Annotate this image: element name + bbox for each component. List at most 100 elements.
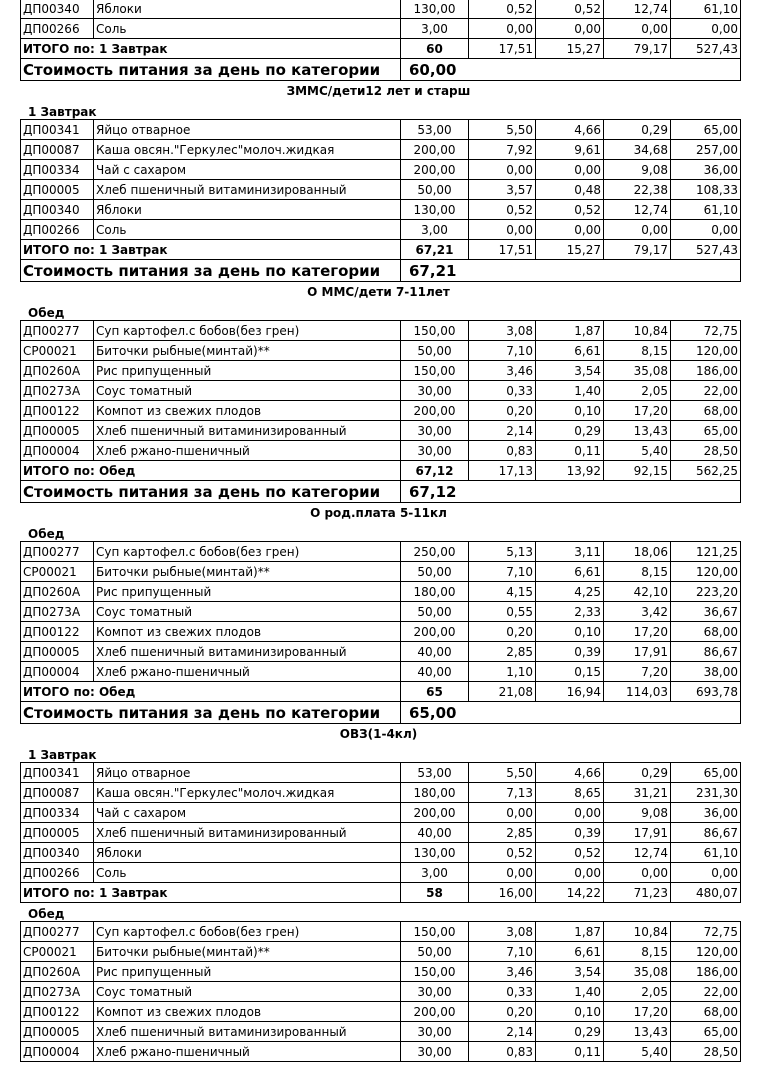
item-name: Хлеб ржано-пшеничный (93, 440, 401, 461)
item-carbs: 0,00 (603, 18, 671, 39)
item-fat: 0,00 (535, 159, 604, 180)
item-fat: 0,00 (535, 802, 604, 823)
item-code: ДП00277 (20, 320, 94, 341)
item-name: Компот из свежих плодов (93, 621, 401, 642)
total-protein: 17,51 (468, 239, 536, 260)
item-carbs: 8,15 (603, 340, 671, 361)
item-code: ДП00340 (20, 0, 94, 19)
item-quantity: 53,00 (400, 762, 469, 783)
item-code: ДП00341 (20, 119, 94, 140)
item-protein: 0,33 (468, 380, 536, 401)
item-protein: 2,14 (468, 420, 536, 441)
table-row: ДП00004 Хлеб ржано-пшеничный 40,00 1,10 0,15… (20, 661, 741, 682)
item-name: Каша овсян."Геркулес"молоч.жидкая (93, 782, 401, 803)
item-quantity: 150,00 (400, 320, 469, 341)
item-calories: 0,00 (670, 862, 741, 883)
table-row: ДП00334 Чай с сахаром 200,00 0,00 0,00 9,08 36… (20, 802, 741, 823)
item-protein: 3,57 (468, 179, 536, 200)
item-quantity: 200,00 (400, 621, 469, 642)
total-fat: 16,94 (535, 681, 604, 702)
menu-table: ДП00277 Суп картофел.с бобов(без грен) 250… (20, 541, 741, 724)
item-calories: 86,67 (670, 822, 741, 843)
item-name: Суп картофел.с бобов(без грен) (93, 541, 401, 562)
item-quantity: 200,00 (400, 1001, 469, 1022)
item-protein: 0,52 (468, 199, 536, 220)
cost-value: 67,12 (400, 480, 741, 503)
item-code: ДП00005 (20, 420, 94, 441)
total-carbs: 92,15 (603, 460, 671, 481)
table-row: ДП00277 Суп картофел.с бобов(без грен) 150… (20, 921, 741, 942)
item-calories: 120,00 (670, 561, 741, 582)
table-row: ДП00005 Хлеб пшеничный витаминизированный… (20, 641, 741, 662)
item-fat: 4,66 (535, 119, 604, 140)
item-calories: 68,00 (670, 1001, 741, 1022)
item-name: Яблоки (93, 0, 401, 19)
item-carbs: 8,15 (603, 941, 671, 962)
item-carbs: 34,68 (603, 139, 671, 160)
item-quantity: 30,00 (400, 1041, 469, 1062)
item-quantity: 130,00 (400, 842, 469, 863)
item-code: ДП00266 (20, 862, 94, 883)
item-code: ДП0260А (20, 581, 94, 602)
item-carbs: 22,38 (603, 179, 671, 200)
item-calories: 36,67 (670, 601, 741, 622)
item-quantity: 130,00 (400, 0, 469, 19)
item-protein: 0,20 (468, 1001, 536, 1022)
item-carbs: 0,00 (603, 219, 671, 240)
item-calories: 121,25 (670, 541, 741, 562)
total-label: ИТОГО по: Обед (20, 460, 401, 481)
item-quantity: 200,00 (400, 139, 469, 160)
item-carbs: 2,05 (603, 380, 671, 401)
item-name: Хлеб пшеничный витаминизированный (93, 420, 401, 441)
item-code: ДП0273А (20, 380, 94, 401)
total-calories: 562,25 (670, 460, 741, 481)
item-name: Каша овсян."Геркулес"молоч.жидкая (93, 139, 401, 160)
total-calories: 527,43 (670, 38, 741, 59)
item-name: Соль (93, 862, 401, 883)
item-carbs: 18,06 (603, 541, 671, 562)
item-name: Хлеб пшеничный витаминизированный (93, 1021, 401, 1042)
item-fat: 0,00 (535, 18, 604, 39)
item-quantity: 130,00 (400, 199, 469, 220)
item-fat: 2,33 (535, 601, 604, 622)
item-protein: 4,15 (468, 581, 536, 602)
item-quantity: 180,00 (400, 581, 469, 602)
item-code: СР00021 (20, 340, 94, 361)
item-fat: 0,52 (535, 199, 604, 220)
item-protein: 0,00 (468, 159, 536, 180)
item-quantity: 3,00 (400, 18, 469, 39)
cost-row: Стоимость питания за день по категории 67… (20, 480, 741, 503)
item-fat: 3,11 (535, 541, 604, 562)
table-row: ДП00004 Хлеб ржано-пшеничный 30,00 0,83 0,11… (20, 1041, 741, 1062)
total-carbs: 79,17 (603, 239, 671, 260)
item-calories: 108,33 (670, 179, 741, 200)
total-protein: 16,00 (468, 882, 536, 903)
cost-value: 67,21 (400, 259, 741, 282)
item-quantity: 30,00 (400, 420, 469, 441)
item-code: ДП00087 (20, 139, 94, 160)
item-protein: 0,83 (468, 440, 536, 461)
total-protein: 17,51 (468, 38, 536, 59)
item-carbs: 0,29 (603, 119, 671, 140)
item-carbs: 12,74 (603, 0, 671, 19)
total-calories: 480,07 (670, 882, 741, 903)
table-row: ДП0260А Рис припущенный 150,00 3,46 3,54 35,0… (20, 961, 741, 982)
cost-value: 60,00 (400, 58, 741, 81)
item-quantity: 180,00 (400, 782, 469, 803)
table-row: ДП00340 Яблоки 130,00 0,52 0,52 12,74 61,10 (20, 842, 741, 863)
item-carbs: 2,05 (603, 981, 671, 1002)
item-carbs: 12,74 (603, 199, 671, 220)
item-code: ДП00004 (20, 1041, 94, 1062)
total-row: ИТОГО по: Обед 65 21,08 16,94 114,03 693,78 (20, 681, 741, 702)
item-carbs: 3,42 (603, 601, 671, 622)
item-carbs: 0,00 (603, 862, 671, 883)
item-name: Хлеб пшеничный витаминизированный (93, 179, 401, 200)
cost-label: Стоимость питания за день по категории (20, 259, 401, 282)
item-name: Чай с сахаром (93, 159, 401, 180)
item-name: Хлеб пшеничный витаминизированный (93, 822, 401, 843)
item-fat: 9,61 (535, 139, 604, 160)
item-name: Рис припущенный (93, 961, 401, 982)
item-protein: 7,13 (468, 782, 536, 803)
table-row: ДП00266 Соль 3,00 0,00 0,00 0,00 0,00 (20, 18, 741, 39)
item-code: ДП0260А (20, 961, 94, 982)
